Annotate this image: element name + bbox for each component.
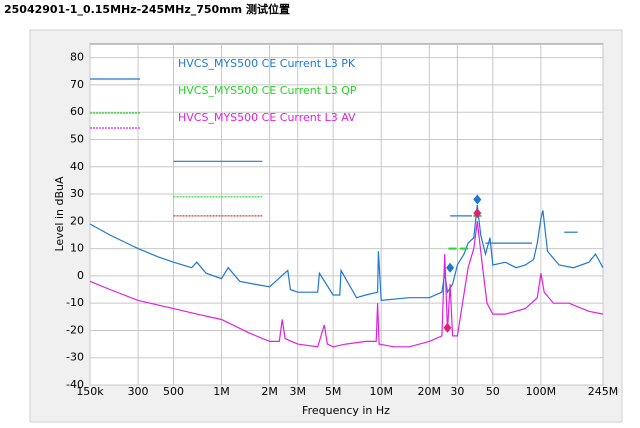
x-tick-label: 5M xyxy=(325,385,342,398)
x-tick-label: 3M xyxy=(289,385,306,398)
y-tick-label: 40 xyxy=(70,160,84,173)
chart-title: 25042901-1_0.15MHz-245MHz_750mm 测试位置 xyxy=(4,2,290,16)
y-tick-label: -10 xyxy=(66,296,84,309)
plot-area xyxy=(89,43,604,386)
series-line xyxy=(89,221,604,348)
y-tick-label: -30 xyxy=(66,351,84,364)
y-tick-label: 30 xyxy=(70,187,84,200)
legend-label: HVCS_MYS500 CE Current L3 QP xyxy=(178,84,357,97)
legend-label: HVCS_MYS500 CE Current L3 PK xyxy=(178,57,356,70)
y-tick-label: 10 xyxy=(70,242,84,255)
x-tick-label: 150k xyxy=(76,385,104,398)
y-tick-label: 80 xyxy=(70,51,84,64)
peak-marker xyxy=(473,208,482,219)
y-tick-label: 50 xyxy=(70,132,84,145)
x-tick-label: 2M xyxy=(261,385,278,398)
x-axis-label: Frequency in Hz xyxy=(302,404,390,417)
x-tick-label: 245M xyxy=(588,385,619,398)
x-tick-label: 300 xyxy=(128,385,149,398)
y-tick-label: 20 xyxy=(70,214,84,227)
x-tick-label: 100M xyxy=(526,385,557,398)
x-tick-label: 500 xyxy=(163,385,184,398)
peak-marker xyxy=(443,322,452,333)
y-tick-label: 0 xyxy=(77,269,84,282)
y-tick-label: -20 xyxy=(66,323,84,336)
legend-label: HVCS_MYS500 CE Current L3 AV xyxy=(178,111,356,124)
qp-point xyxy=(459,247,468,250)
x-tick-label: 1M xyxy=(213,385,230,398)
x-tick-label: 30 xyxy=(450,385,464,398)
y-tick-label: -40 xyxy=(66,378,84,391)
series-line xyxy=(89,204,604,302)
x-tick-label: 20M xyxy=(418,385,442,398)
peak-marker xyxy=(473,194,482,205)
y-tick-label: 60 xyxy=(70,105,84,118)
qp-point xyxy=(448,247,457,250)
y-tick-label: 70 xyxy=(70,78,84,91)
x-tick-label: 50 xyxy=(486,385,500,398)
y-axis-label: Level in dBuA xyxy=(53,176,66,252)
x-tick-label: 10M xyxy=(369,385,393,398)
peak-marker xyxy=(446,262,455,273)
